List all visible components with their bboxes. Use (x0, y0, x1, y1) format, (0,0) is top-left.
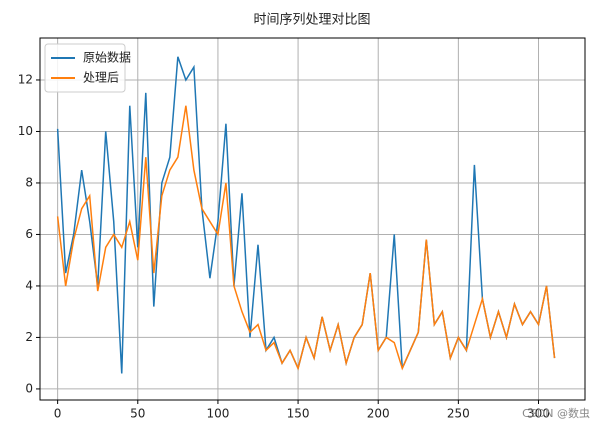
chart-title: 时间序列处理对比图 (253, 13, 370, 28)
y-tick-label: 0 (25, 381, 33, 395)
y-tick-label: 4 (25, 278, 33, 292)
legend-box (44, 43, 126, 93)
x-tick-label: 100 (206, 407, 229, 421)
y-tick-label: 12 (18, 72, 33, 86)
y-tick-label: 8 (25, 175, 33, 189)
series-line (56, 105, 556, 371)
watermark: CSDN @数虫 (522, 407, 590, 420)
x-tick-label: 200 (367, 407, 390, 421)
legend-label: 处理后 (83, 71, 119, 85)
series-line (56, 56, 556, 374)
x-tick-label: 300 (527, 407, 550, 421)
y-tick-label: 10 (18, 124, 33, 138)
x-tick-label: 150 (287, 407, 310, 421)
legend-label: 原始数据 (83, 50, 131, 65)
y-tick-label: 2 (25, 330, 33, 344)
x-tick-label: 0 (54, 407, 62, 421)
y-tick-label: 6 (25, 227, 33, 241)
plot-frame (39, 37, 586, 401)
x-tick-label: 250 (447, 407, 470, 421)
x-tick-label: 50 (130, 407, 145, 421)
